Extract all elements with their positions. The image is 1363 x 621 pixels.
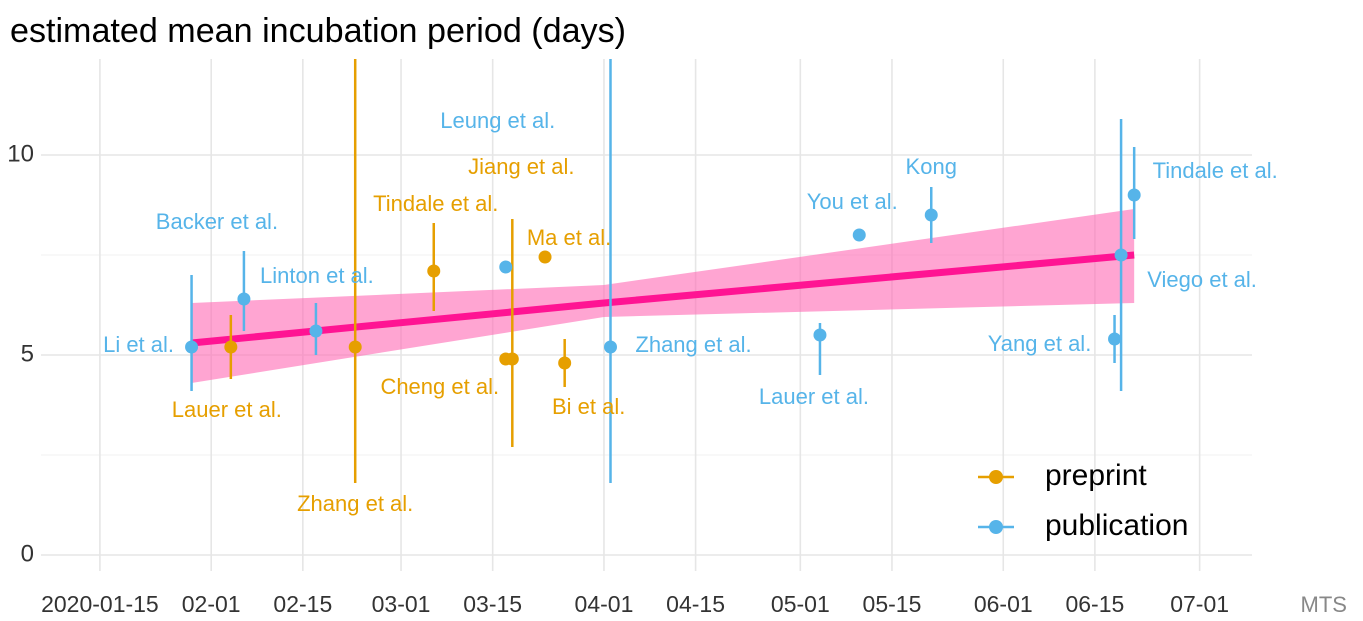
- data-point: [309, 324, 323, 338]
- legend-swatch: [989, 470, 1003, 484]
- caption: MTS: [1301, 592, 1347, 617]
- point-label: Zhang et al.: [635, 332, 751, 357]
- y-tick-label: 5: [21, 340, 34, 367]
- legend-swatch: [989, 520, 1003, 534]
- x-tick-label: 05-15: [863, 591, 922, 617]
- chart-title: estimated mean incubation period (days): [10, 12, 626, 50]
- x-tick-label: 04-15: [666, 591, 725, 617]
- point-label: Kong: [906, 154, 957, 179]
- point-label: You et al.: [807, 189, 898, 214]
- x-tick-label: 06-01: [974, 591, 1033, 617]
- point-label: Jiang et al.: [468, 154, 574, 179]
- data-point: [924, 208, 938, 222]
- data-point: [427, 264, 441, 278]
- data-point: [1108, 332, 1122, 346]
- point-label: Backer et al.: [156, 209, 278, 234]
- data-point: [813, 328, 827, 342]
- data-point: [852, 228, 866, 242]
- data-point: [1127, 188, 1141, 202]
- x-tick-label: 02-01: [182, 591, 241, 617]
- data-point: [505, 352, 519, 366]
- legend-label: preprint: [1045, 459, 1147, 492]
- data-point: [1114, 248, 1128, 262]
- point-label: Tindale et al.: [373, 191, 498, 216]
- point-label: Cheng et al.: [380, 374, 499, 399]
- point-label: Lauer et al.: [172, 397, 282, 422]
- point-label: Viego et al.: [1147, 267, 1257, 292]
- point-label: Zhang et al.: [297, 491, 413, 516]
- data-point: [603, 340, 617, 354]
- data-point: [348, 340, 362, 354]
- x-tick-label: 02-15: [273, 591, 332, 617]
- x-tick-label: 06-15: [1065, 591, 1124, 617]
- data-point: [237, 292, 251, 306]
- point-label: Yang et al.: [988, 331, 1092, 356]
- x-tick-label: 05-01: [771, 591, 830, 617]
- data-point: [224, 340, 238, 354]
- trend-line: [191, 251, 1135, 347]
- data-point: [538, 250, 552, 264]
- x-tick-label: 2020-01-15: [41, 591, 159, 617]
- point-label: Tindale et al.: [1153, 158, 1278, 183]
- point-label: Lauer et al.: [759, 384, 869, 409]
- data-point: [558, 356, 572, 370]
- x-tick-label: 03-15: [463, 591, 522, 617]
- point-label: Linton et al.: [260, 263, 374, 288]
- y-tick-label: 10: [7, 140, 34, 167]
- data-point: [499, 260, 513, 274]
- y-tick-label: 0: [21, 540, 34, 567]
- x-tick-label: 04-01: [575, 591, 634, 617]
- data-point: [185, 340, 199, 354]
- point-label: Li et al.: [103, 332, 174, 357]
- point-label: Ma et al.: [527, 225, 611, 250]
- plot-area: [185, 59, 1141, 483]
- point-label: Leung et al.: [440, 108, 555, 133]
- legend-label: publication: [1045, 509, 1188, 542]
- point-label: Bi et al.: [552, 394, 625, 419]
- x-tick-label: 03-01: [372, 591, 431, 617]
- x-tick-label: 07-01: [1170, 591, 1229, 617]
